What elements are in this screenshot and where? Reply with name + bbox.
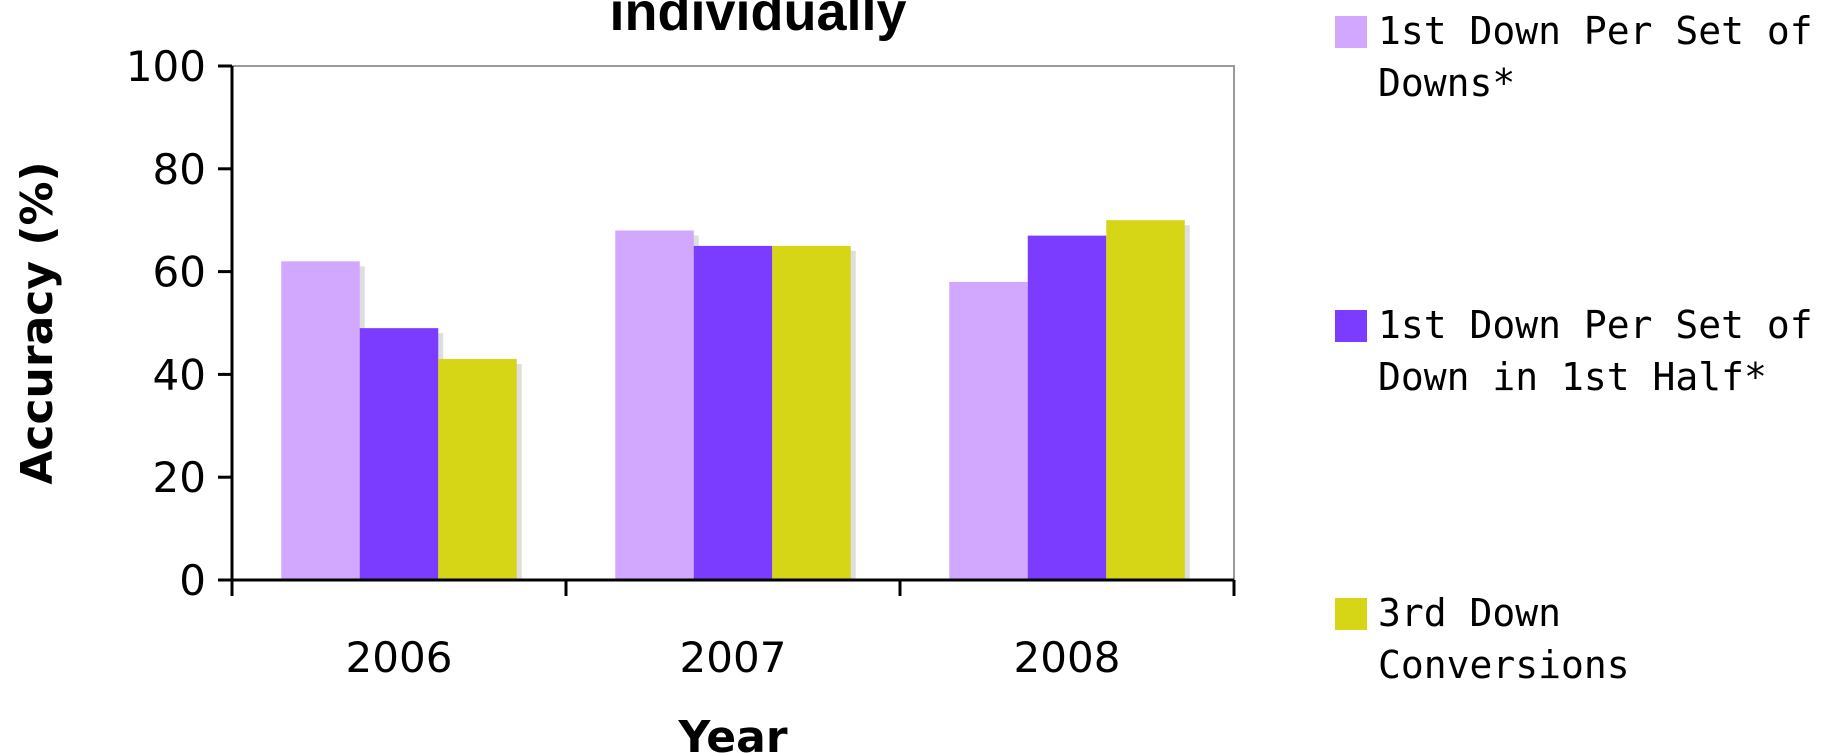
y-tick-label: 20 [153, 453, 206, 502]
bar [1027, 235, 1107, 580]
bar [693, 245, 773, 580]
legend: 1st Down Per Set of Downs* 1st Down Per Se… [1335, 9, 1813, 687]
y-ticks: 0 20 40 60 80 100 [126, 42, 232, 605]
bar [438, 358, 517, 580]
legend-label: 1st Down Per Set of [1378, 303, 1813, 347]
bar [772, 245, 851, 580]
y-tick-label: 60 [153, 248, 206, 297]
legend-label: Conversions [1378, 643, 1630, 687]
x-tick-label: 2006 [346, 633, 453, 682]
bar [359, 328, 439, 580]
y-axis-label: Accuracy (%) [12, 161, 63, 484]
x-axis-label: Year [677, 712, 787, 753]
legend-label: 3rd Down [1378, 591, 1561, 635]
x-tick-label: 2008 [1014, 633, 1121, 682]
bar [1106, 220, 1185, 580]
legend-swatch [1335, 16, 1367, 48]
legend-label: Downs* [1378, 61, 1515, 105]
x-tick-label: 2007 [680, 633, 787, 682]
x-ticks: 2006 2007 2008 [230, 580, 1236, 682]
y-tick-label: 80 [153, 145, 206, 194]
legend-label: Down in 1st Half* [1378, 355, 1767, 399]
bar [949, 281, 1028, 580]
legend-label: 1st Down Per Set of [1378, 9, 1813, 53]
chart-title: individually [609, 0, 906, 42]
bar [281, 261, 360, 580]
y-tick-label: 100 [126, 42, 206, 91]
y-tick-label: 40 [153, 350, 206, 399]
bars [281, 220, 1190, 581]
y-tick-label: 0 [179, 556, 206, 605]
bar [615, 230, 694, 581]
legend-swatch [1335, 598, 1367, 630]
legend-swatch [1335, 310, 1367, 342]
